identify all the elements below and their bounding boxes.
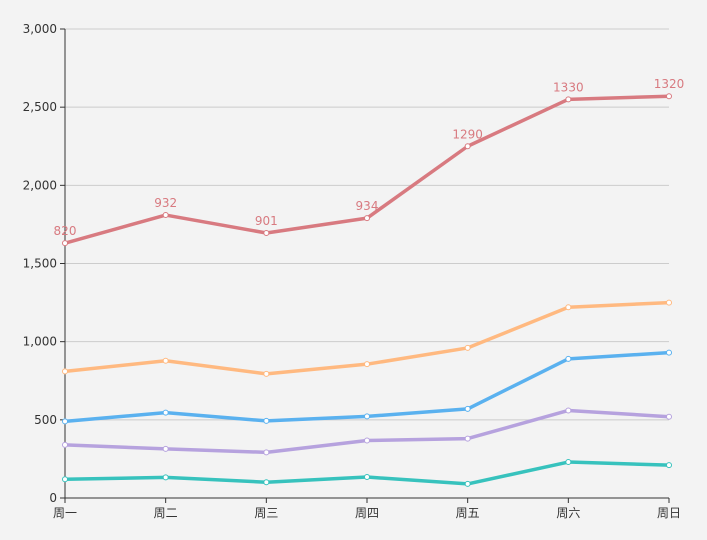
data-point — [62, 476, 68, 483]
data-point — [263, 449, 270, 456]
data-label: 932 — [154, 196, 177, 210]
data-point — [162, 212, 169, 219]
x-tick-label: 周日 — [657, 506, 681, 520]
data-point — [263, 230, 270, 237]
x-tick-label: 周四 — [355, 506, 379, 520]
data-point — [364, 361, 370, 368]
data-point — [565, 459, 572, 466]
data-label: 901 — [255, 214, 278, 228]
data-point — [565, 304, 572, 311]
data-label: 934 — [356, 199, 379, 213]
data-point — [62, 418, 68, 425]
x-tick-label: 周三 — [254, 506, 278, 520]
data-label: 1320 — [654, 77, 685, 91]
x-tick-label: 周五 — [456, 506, 480, 520]
data-point — [263, 479, 270, 486]
data-point — [666, 93, 672, 100]
data-point — [364, 474, 370, 481]
data-point — [263, 417, 270, 424]
data-label: 1330 — [553, 80, 584, 94]
y-tick-label: 3,000 — [23, 22, 57, 36]
data-point — [565, 96, 572, 103]
data-point — [62, 240, 68, 247]
x-tick-label: 周二 — [154, 506, 178, 520]
series-line — [63, 460, 671, 486]
data-point — [162, 357, 169, 364]
y-tick-label: 1,000 — [23, 335, 57, 349]
x-tick-label: 周六 — [556, 506, 580, 520]
data-point — [62, 441, 68, 448]
data-point — [666, 349, 672, 356]
data-point — [364, 413, 370, 420]
data-point — [565, 407, 572, 414]
y-tick-label: 0 — [49, 491, 57, 505]
data-point — [464, 435, 471, 442]
y-tick-label: 500 — [34, 413, 57, 427]
data-point — [364, 215, 370, 222]
data-point — [364, 437, 370, 444]
data-point — [666, 299, 672, 306]
data-point — [464, 143, 471, 150]
data-point — [464, 480, 471, 487]
x-tick-label: 周一 — [53, 506, 77, 520]
data-point — [62, 368, 68, 375]
data-point — [162, 445, 169, 452]
data-point — [464, 405, 471, 412]
data-point — [666, 462, 672, 469]
y-tick-label: 1,500 — [23, 257, 57, 271]
data-label: 820 — [54, 224, 77, 238]
data-point — [162, 474, 169, 481]
data-point — [464, 344, 471, 351]
y-tick-label: 2,000 — [23, 178, 57, 192]
data-point — [666, 413, 672, 420]
y-tick-label: 2,500 — [23, 100, 57, 114]
data-point — [565, 355, 572, 362]
data-point — [162, 409, 169, 416]
data-point — [263, 370, 270, 377]
data-label: 1290 — [452, 127, 483, 141]
